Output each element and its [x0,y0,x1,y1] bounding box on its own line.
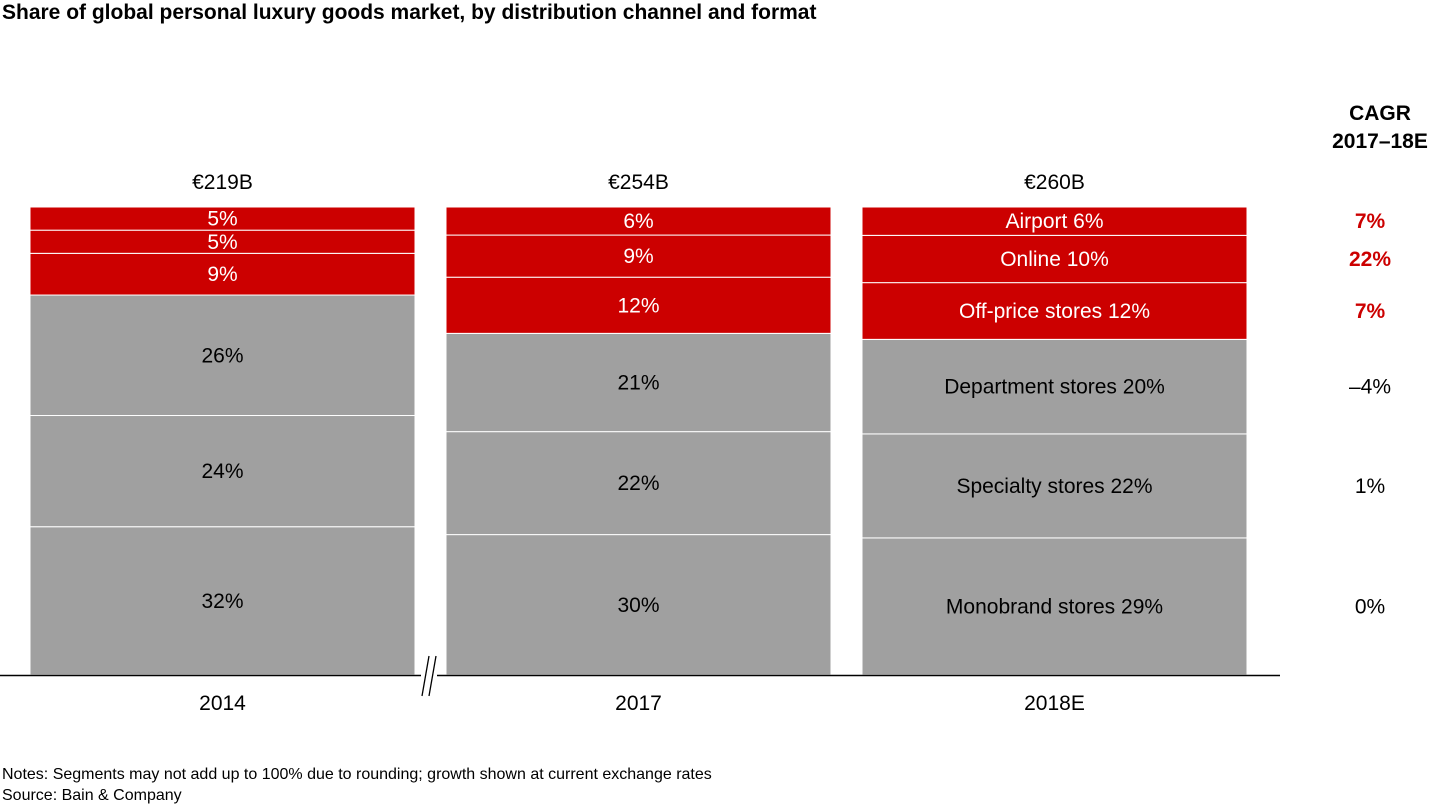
bar-segment-2018e-specialty-stores [861,433,1248,539]
data-label-2014-specialty-stores: 24% [201,460,243,483]
bar-segment-2017-department-stores [445,332,832,433]
axis-break-mark-left [421,655,430,697]
cagr-header-line2: 2017–18E [1332,130,1428,153]
bar-segment-2014-specialty-stores [29,415,416,528]
cagr-header: CAGR 2017–18E [1300,100,1440,156]
chart-title: Share of global personal luxury goods ma… [2,1,817,24]
cagr-value-specialty-stores: 1% [1355,475,1385,498]
data-label-2018e-airport: Airport 6% [1005,210,1103,233]
bar-segment-2014-monobrand-stores [29,526,416,676]
total-label-2018e: €260B [1024,171,1085,194]
data-label-2018e-department-stores: Department stores 20% [944,376,1165,399]
data-label-2017-airport: 6% [623,210,653,233]
cagr-value-monobrand-stores: 0% [1355,595,1385,618]
data-label-2017-online: 9% [623,245,653,268]
total-label-2014: €219B [192,171,253,194]
data-label-2014-monobrand-stores: 32% [201,590,243,613]
bar-segment-2018e-airport [861,206,1248,236]
data-label-2017-monobrand-stores: 30% [617,594,659,617]
category-label-2018e: 2018E [1024,692,1085,715]
source-text: Source: Bain & Company [2,787,182,804]
data-label-2014-online: 5% [207,231,237,254]
data-label-2018e-monobrand-stores: Monobrand stores 29% [946,595,1163,618]
bar-segment-2017-off-price-stores [445,276,832,334]
bar-segment-2017-specialty-stores [445,431,832,536]
data-label-2018e-off-price-stores: Off-price stores 12% [959,300,1150,323]
data-label-2018e-specialty-stores: Specialty stores 22% [956,475,1152,498]
bar-segment-2018e-monobrand-stores [861,537,1248,676]
data-label-2017-department-stores: 21% [617,372,659,395]
data-label-2014-airport: 5% [207,208,237,231]
data-label-2018e-online: Online 10% [1000,248,1109,271]
data-label-2014-off-price-stores: 9% [207,263,237,286]
category-label-2014: 2014 [199,692,246,715]
notes-text: Notes: Segments may not add up to 100% d… [2,766,712,783]
bar-segment-2014-airport [29,206,416,231]
cagr-value-off-price-stores: 7% [1355,300,1386,323]
data-label-2014-department-stores: 26% [201,344,243,367]
category-label-2017: 2017 [615,692,662,715]
data-label-2017-off-price-stores: 12% [617,294,659,317]
axis-break-gap [421,654,437,698]
cagr-value-online: 22% [1349,248,1391,271]
bar-segment-2017-monobrand-stores [445,534,832,676]
axis-break-mark-right [428,655,437,697]
bar-segment-2018e-department-stores [861,338,1248,435]
total-label-2017: €254B [608,171,669,194]
footnotes: Notes: Segments may not add up to 100% d… [2,764,712,806]
bar-segment-2014-department-stores [29,294,416,417]
data-label-2017-specialty-stores: 22% [617,472,659,495]
cagr-header-line1: CAGR [1349,102,1411,125]
bar-segment-2017-online [445,234,832,278]
cagr-value-airport: 7% [1355,210,1386,233]
bar-segment-2017-airport [445,206,832,236]
cagr-value-department-stores: –4% [1349,376,1391,399]
bar-segment-2018e-online [861,234,1248,284]
